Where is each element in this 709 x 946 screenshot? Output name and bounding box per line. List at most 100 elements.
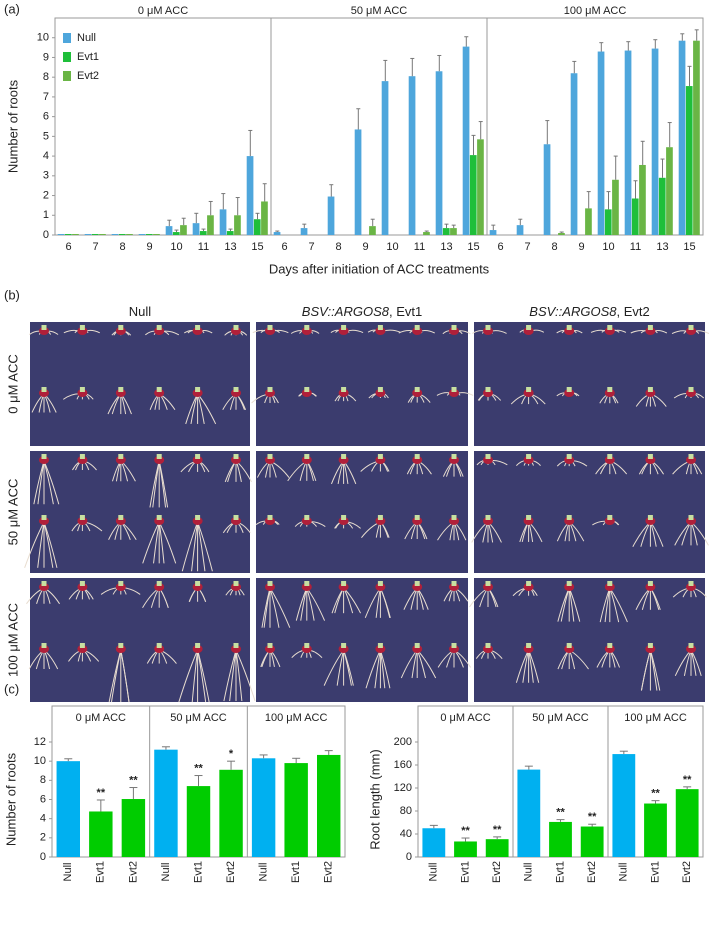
shoot xyxy=(607,643,613,648)
bar xyxy=(369,226,376,235)
significance-mark: ** xyxy=(493,824,502,836)
x-tick-label: 13 xyxy=(440,241,452,253)
bar xyxy=(126,234,133,235)
bar xyxy=(99,234,106,235)
x-tick-label: 15 xyxy=(683,241,695,253)
shoot xyxy=(156,325,162,330)
root xyxy=(235,649,243,702)
shoot xyxy=(607,515,613,520)
root xyxy=(197,521,206,572)
shoot xyxy=(526,454,532,459)
x-tick-label: 11 xyxy=(414,241,425,253)
shoot xyxy=(41,643,47,648)
x-tick-label: Evt1 xyxy=(554,861,566,883)
x-tick-label: Evt1 xyxy=(192,861,204,883)
shoot xyxy=(526,387,532,392)
bar xyxy=(450,228,457,235)
shoot xyxy=(485,515,491,520)
column-title-italic: BSV::ARGOS8 xyxy=(529,304,617,319)
shoot xyxy=(195,454,201,459)
shoot xyxy=(118,454,124,459)
bar xyxy=(226,231,234,235)
shoot xyxy=(156,643,162,648)
legend-label: Evt1 xyxy=(77,51,99,63)
y-tick-label: 1 xyxy=(43,209,49,221)
shoot xyxy=(526,643,532,648)
shoot xyxy=(118,387,124,392)
shoot xyxy=(688,581,694,586)
bar xyxy=(549,821,572,857)
x-tick-label: Evt2 xyxy=(225,861,237,883)
bar xyxy=(219,209,227,235)
y-tick-label: 120 xyxy=(394,782,412,794)
bar xyxy=(317,754,341,857)
root xyxy=(235,649,256,702)
bar xyxy=(612,179,619,235)
shoot xyxy=(688,643,694,648)
shoot xyxy=(377,387,383,392)
bar xyxy=(64,234,72,235)
legend-swatch xyxy=(63,71,71,81)
bar xyxy=(207,215,214,235)
shoot xyxy=(607,325,613,330)
bar xyxy=(327,196,335,235)
bar xyxy=(381,81,389,235)
shoot xyxy=(647,581,653,586)
x-tick-label: 6 xyxy=(65,241,71,253)
shoot xyxy=(647,325,653,330)
bar xyxy=(644,803,667,857)
root xyxy=(181,521,199,572)
bar xyxy=(469,155,477,235)
photo xyxy=(255,451,468,573)
y-tick-label: 8 xyxy=(40,774,46,786)
shoot xyxy=(566,454,572,459)
significance-mark: ** xyxy=(651,788,660,800)
shoot xyxy=(41,454,47,459)
y-tick-label: 8 xyxy=(43,71,49,83)
x-tick-label: 10 xyxy=(602,241,614,253)
x-tick-label: Evt1 xyxy=(290,861,302,883)
y-axis-label: Number of roots xyxy=(5,79,20,173)
y-tick-label: 4 xyxy=(43,150,49,162)
bar xyxy=(462,46,470,235)
bar xyxy=(612,754,636,857)
shoot xyxy=(341,325,347,330)
shoot xyxy=(647,515,653,520)
shoot xyxy=(451,325,457,330)
photo xyxy=(469,578,707,702)
x-tick-label: 7 xyxy=(524,241,530,253)
bar xyxy=(517,769,541,857)
shoot xyxy=(688,515,694,520)
bar xyxy=(284,763,308,857)
plot-frame xyxy=(54,17,704,236)
x-tick-label: Evt2 xyxy=(491,861,503,883)
photo-background xyxy=(30,322,250,446)
bar xyxy=(604,209,612,235)
shoot xyxy=(304,643,310,648)
root xyxy=(43,460,60,505)
shoot xyxy=(526,325,532,330)
shoot xyxy=(233,387,239,392)
shoot xyxy=(156,515,162,520)
shoot xyxy=(233,454,239,459)
facet-title: 100 μM ACC xyxy=(564,5,627,17)
column-title: Null xyxy=(129,304,152,319)
y-tick-label: 160 xyxy=(394,759,412,771)
y-tick-label: 0 xyxy=(406,851,412,863)
shoot xyxy=(118,515,124,520)
shoot xyxy=(377,454,383,459)
photo xyxy=(26,578,256,703)
bar xyxy=(516,225,524,235)
shoot xyxy=(233,325,239,330)
y-tick-label: 3 xyxy=(43,170,49,182)
shoot xyxy=(118,325,124,330)
shoot xyxy=(607,454,613,459)
photo-background xyxy=(474,578,705,702)
x-tick-label: 9 xyxy=(146,241,152,253)
root xyxy=(229,649,237,702)
x-tick-label: 9 xyxy=(578,241,584,253)
y-tick-label: 9 xyxy=(43,51,49,63)
facet-title: 100 μM ACC xyxy=(265,712,328,724)
panel-label: (c) xyxy=(4,681,19,696)
bar xyxy=(558,233,565,235)
